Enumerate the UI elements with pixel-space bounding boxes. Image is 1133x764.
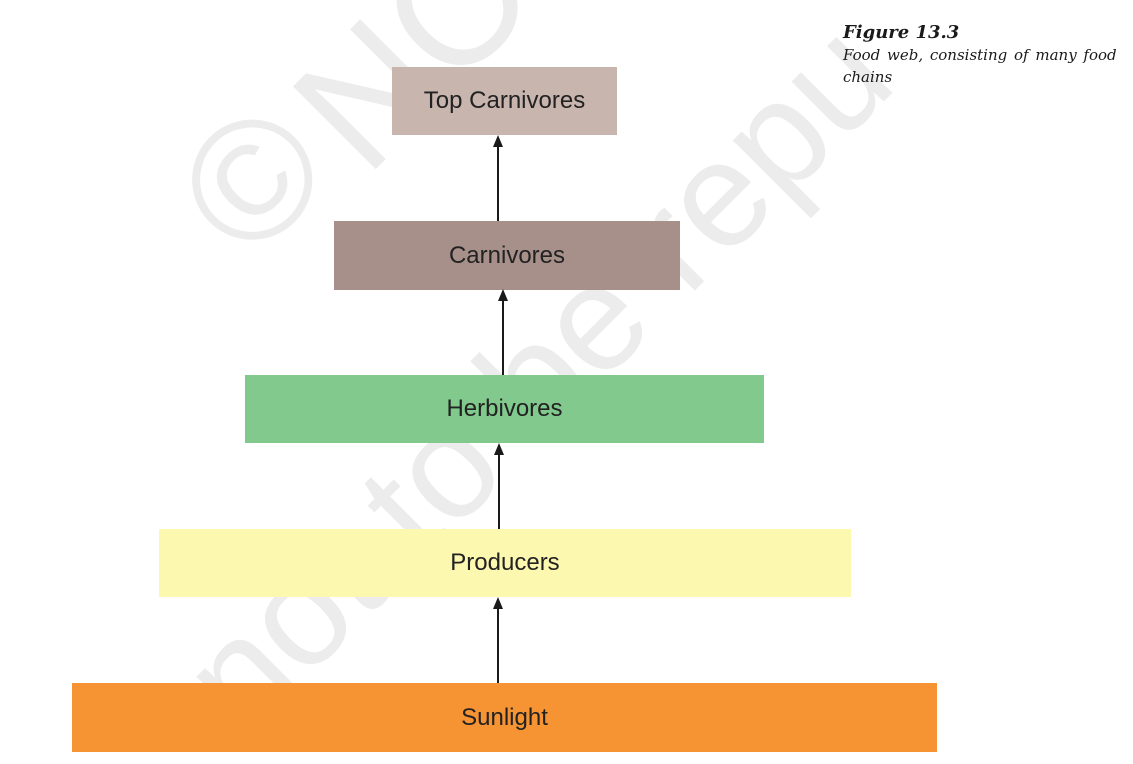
figure-caption-text: Food web, consisting of many food chains	[843, 46, 1117, 86]
level-sunlight: Sunlight	[72, 683, 937, 752]
arrowhead-herbivores-to-carnivores	[498, 289, 508, 301]
level-producers: Producers	[159, 529, 851, 597]
level-label-herbivores: Herbivores	[446, 395, 563, 422]
figure-label: Figure 13.3	[843, 22, 960, 43]
level-label-top-carnivores: Top Carnivores	[423, 87, 586, 114]
level-herbivores: Herbivores	[245, 375, 764, 443]
arrowhead-carnivores-to-top	[493, 135, 503, 147]
arrowhead-producers-to-herbivores	[494, 443, 504, 455]
level-label-producers: Producers	[450, 549, 560, 576]
figure-caption: Figure 13.3 Food web, consisting of many…	[843, 22, 1128, 88]
level-carnivores: Carnivores	[334, 221, 680, 290]
arrowhead-sunlight-to-producers	[493, 597, 503, 609]
level-top-carnivores: Top Carnivores	[392, 67, 617, 135]
level-label-sunlight: Sunlight	[461, 703, 548, 731]
level-label-carnivores: Carnivores	[448, 241, 566, 269]
